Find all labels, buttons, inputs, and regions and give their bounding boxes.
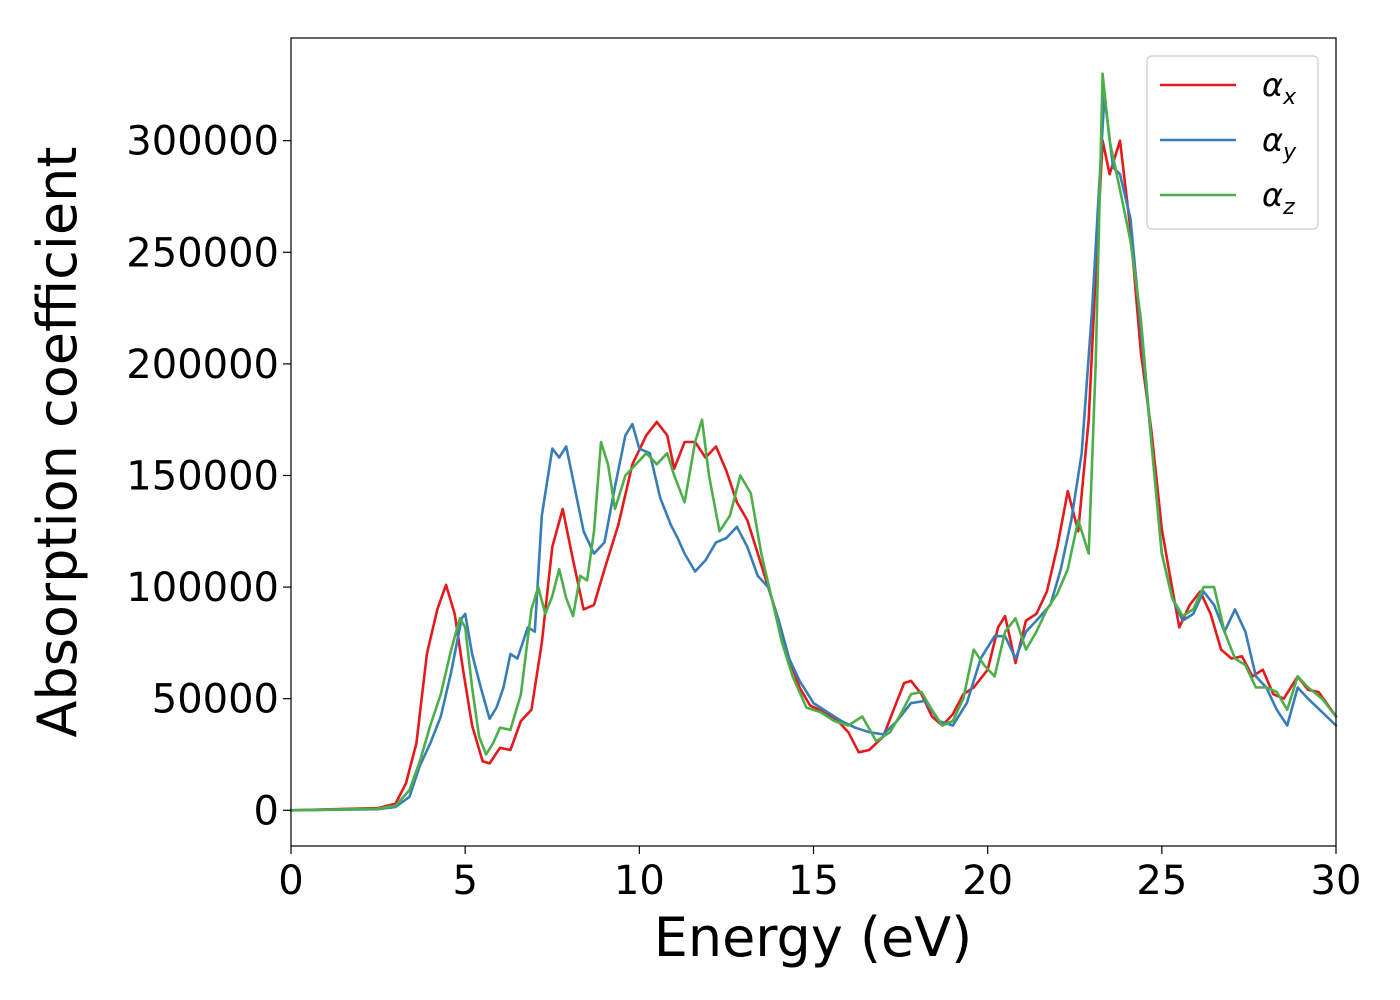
legend-subscript: y <box>1282 140 1297 165</box>
series-lines <box>289 72 1338 812</box>
x-tick-label: 25 <box>1136 858 1187 904</box>
y-tick-label: 100000 <box>126 565 279 611</box>
legend-symbol: α <box>1262 66 1283 104</box>
x-tick-label: 15 <box>788 858 839 904</box>
x-tick-label: 0 <box>278 858 303 904</box>
legend-label-z: αz <box>1262 176 1295 220</box>
legend-label-y: αy <box>1262 121 1297 165</box>
y-axis-ticks: 0 50000 100000 150000 200000 250000 300000 <box>126 119 291 834</box>
legend-symbol: α <box>1262 176 1283 214</box>
y-tick-label: 50000 <box>152 677 279 723</box>
y-tick-label: 0 <box>254 788 279 834</box>
x-tick-label: 30 <box>1311 858 1362 904</box>
x-axis-ticks: 0 5 10 15 20 25 30 <box>278 846 1361 904</box>
x-tick-label: 20 <box>962 858 1013 904</box>
series-line-z <box>289 72 1338 812</box>
legend-label-x: αx <box>1262 66 1297 110</box>
y-tick-label: 200000 <box>126 342 279 388</box>
y-tick-label: 300000 <box>126 119 279 165</box>
x-axis-label: Energy (eV) <box>654 906 973 969</box>
legend-subscript: x <box>1282 85 1297 110</box>
legend-symbol: α <box>1262 121 1283 159</box>
y-tick-label: 250000 <box>126 230 279 276</box>
series-line-x <box>289 139 1338 812</box>
legend-box <box>1146 55 1319 230</box>
y-axis-label: Absorption coefficient <box>26 147 89 738</box>
legend-subscript: z <box>1282 195 1295 220</box>
x-tick-label: 10 <box>614 858 665 904</box>
x-tick-label: 5 <box>452 858 477 904</box>
y-tick-label: 150000 <box>126 453 279 499</box>
